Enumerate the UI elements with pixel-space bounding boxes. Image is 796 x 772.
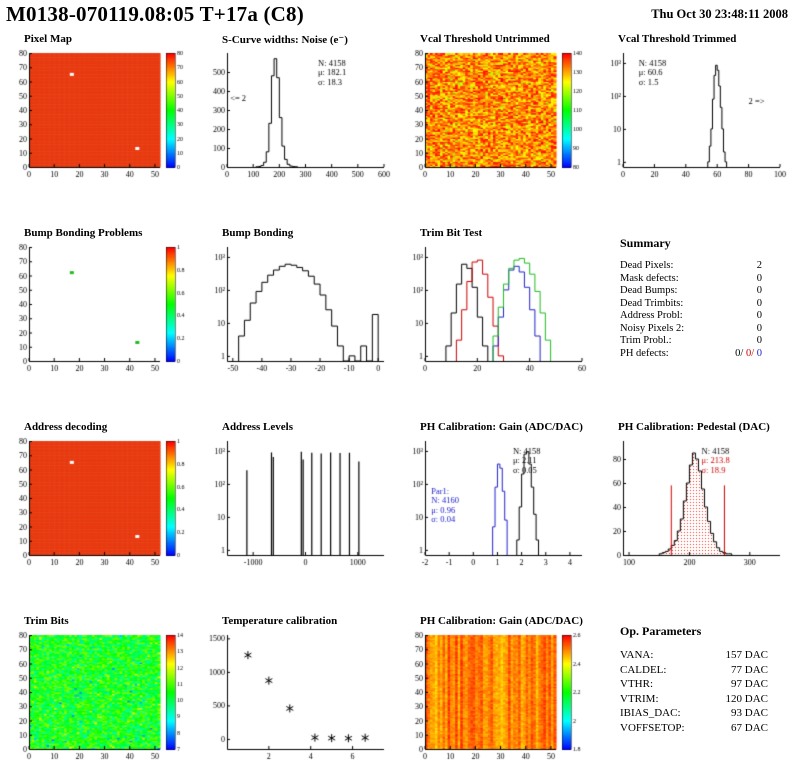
pixel-map-canvas bbox=[2, 47, 194, 187]
row-value: 0 bbox=[756, 310, 762, 321]
trim-bit-test-canvas bbox=[398, 241, 590, 381]
panel-row: IBIAS_DAC: 93 DAC bbox=[620, 706, 768, 721]
trim-bits-map-canvas bbox=[2, 629, 194, 769]
plot-title: PH Calibration: Gain (ADC/DAC) bbox=[420, 421, 583, 433]
row-label: VTRIM: bbox=[620, 692, 659, 705]
page-title: M0138-070119.08:05 T+17a (C8) bbox=[6, 2, 304, 26]
row-label: IBIAS_DAC: bbox=[620, 707, 681, 719]
panel-row: PH defects: 0/ 0/ 0 bbox=[620, 348, 762, 361]
plot-temperature-calibration: Temperature calibration bbox=[200, 612, 398, 772]
plot-trim-bits-map: Trim Bits bbox=[2, 612, 200, 772]
panel-row: VOFFSETOP: 67 DAC bbox=[620, 721, 768, 736]
panel-row: VTHR: 97 DAC bbox=[620, 677, 768, 692]
row-value: 67 DAC bbox=[731, 721, 768, 734]
plot-title: S-Curve widths: Noise (e⁻) bbox=[222, 34, 348, 46]
scurve-noise-canvas bbox=[200, 47, 392, 187]
plot-title: Trim Bit Test bbox=[420, 227, 483, 239]
bump-bonding-canvas bbox=[200, 241, 392, 381]
ph-pedestal-canvas bbox=[596, 435, 788, 575]
row-label: VANA: bbox=[620, 649, 654, 661]
plot-trim-bit-test: Trim Bit Test bbox=[398, 224, 596, 418]
row-label: VTHR: bbox=[620, 678, 653, 690]
plot-ph-gain-histogram: PH Calibration: Gain (ADC/DAC) bbox=[398, 418, 596, 612]
temperature-calibration-canvas bbox=[200, 629, 392, 769]
row-value: 0 bbox=[756, 322, 762, 334]
row-label: Noisy Pixels 2: bbox=[620, 322, 685, 334]
plot-scurve-noise: S-Curve widths: Noise (e⁻) bbox=[200, 30, 398, 224]
plot-bump-bonding-problems: Bump Bonding Problems bbox=[2, 224, 200, 418]
plot-title: Pixel Map bbox=[24, 33, 72, 45]
row-label: Trim Probl.: bbox=[620, 335, 672, 346]
plot-title: Trim Bits bbox=[24, 615, 69, 627]
row-value: 120 DAC bbox=[725, 692, 768, 705]
row-value: 157 DAC bbox=[725, 649, 768, 661]
row-value: 93 DAC bbox=[731, 707, 768, 719]
plot-ph-pedestal: PH Calibration: Pedestal (DAC) bbox=[596, 418, 794, 612]
bump-problems-canvas bbox=[2, 241, 194, 381]
row-label: CALDEL: bbox=[620, 663, 667, 676]
panel-row: Address Probl: 0 bbox=[620, 310, 762, 323]
plot-address-levels: Address Levels bbox=[200, 418, 398, 612]
address-levels-canvas bbox=[200, 435, 392, 575]
plot-title: Bump Bonding Problems bbox=[24, 227, 143, 239]
panel-row: Noisy Pixels 2: 0 bbox=[620, 323, 762, 336]
vcal-untrimmed-canvas bbox=[398, 47, 590, 187]
panel-row: CALDEL: 77 DAC bbox=[620, 663, 768, 678]
timestamp: Thu Oct 30 23:48:11 2008 bbox=[651, 7, 788, 21]
summary-panel: Summary Dead Pixels: 2 Mask defects: 0 Dead … bbox=[596, 224, 794, 418]
row-label: Dead Trimbits: bbox=[620, 297, 684, 309]
row-label: Dead Pixels: bbox=[620, 260, 674, 271]
ph-gain-map-canvas bbox=[398, 629, 590, 769]
row-label: Dead Bumps: bbox=[620, 285, 678, 296]
plot-ph-gain-map: PH Calibration: Gain (ADC/DAC) bbox=[398, 612, 596, 772]
panel-row: VTRIM: 120 DAC bbox=[620, 692, 768, 707]
plot-title: PH Calibration: Gain (ADC/DAC) bbox=[420, 615, 583, 627]
plot-vcal-threshold-untrimmed: Vcal Threshold Untrimmed bbox=[398, 30, 596, 224]
plot-title: Address Levels bbox=[222, 421, 293, 433]
address-decoding-canvas bbox=[2, 435, 194, 575]
row-value: 0 bbox=[756, 272, 762, 284]
row-value: 0 bbox=[756, 335, 762, 346]
plot-pixel-map: Pixel Map bbox=[2, 30, 200, 224]
report-header: M0138-070119.08:05 T+17a (C8) Thu Oct 30… bbox=[6, 2, 788, 27]
op-parameter-rows: VANA: 157 DAC CALDEL: 77 DAC VTHR: 97 DAC VTRI… bbox=[620, 648, 788, 735]
panel-row: Dead Trimbits: 0 bbox=[620, 298, 762, 311]
panel-row: Trim Probl.: 0 bbox=[620, 335, 762, 348]
row-label: PH defects: bbox=[620, 347, 669, 359]
row-value: 0/ 0/ 0 bbox=[735, 347, 762, 359]
vcal-trimmed-canvas bbox=[596, 47, 788, 187]
op-parameters-panel: Op. Parameters VANA: 157 DAC CALDEL: 77 DAC… bbox=[596, 612, 794, 772]
plot-title: Vcal Threshold Untrimmed bbox=[420, 33, 550, 45]
plot-address-decoding: Address decoding bbox=[2, 418, 200, 612]
plot-vcal-threshold-trimmed: Vcal Threshold Trimmed bbox=[596, 30, 794, 224]
row-value: 77 DAC bbox=[731, 663, 768, 676]
row-value: 2 bbox=[756, 260, 762, 271]
summary-rows: Dead Pixels: 2 Mask defects: 0 Dead Bumps: 0 D… bbox=[620, 260, 788, 360]
row-value: 0 bbox=[756, 285, 762, 296]
row-label: VOFFSETOP: bbox=[620, 721, 685, 734]
plot-title: Vcal Threshold Trimmed bbox=[618, 33, 737, 45]
row-value: 0 bbox=[756, 297, 762, 309]
panel-row: VANA: 157 DAC bbox=[620, 648, 768, 663]
plot-bump-bonding: Bump Bonding bbox=[200, 224, 398, 418]
panel-row: Dead Bumps: 0 bbox=[620, 285, 762, 298]
op-parameters-title: Op. Parameters bbox=[620, 624, 702, 638]
plot-grid: Pixel Map S-Curve widths: Noise (e⁻) Vca… bbox=[2, 30, 794, 772]
plot-title: PH Calibration: Pedestal (DAC) bbox=[618, 421, 770, 433]
panel-row: Dead Pixels: 2 bbox=[620, 260, 762, 273]
row-label: Mask defects: bbox=[620, 272, 679, 284]
row-value: 97 DAC bbox=[731, 678, 768, 690]
panel-row: Mask defects: 0 bbox=[620, 273, 762, 286]
plot-title: Bump Bonding bbox=[222, 227, 294, 239]
ph-gain-hist-canvas bbox=[398, 435, 590, 575]
summary-title: Summary bbox=[620, 236, 671, 250]
plot-title: Temperature calibration bbox=[222, 615, 338, 627]
row-label: Address Probl: bbox=[620, 310, 683, 321]
plot-title: Address decoding bbox=[24, 421, 108, 433]
